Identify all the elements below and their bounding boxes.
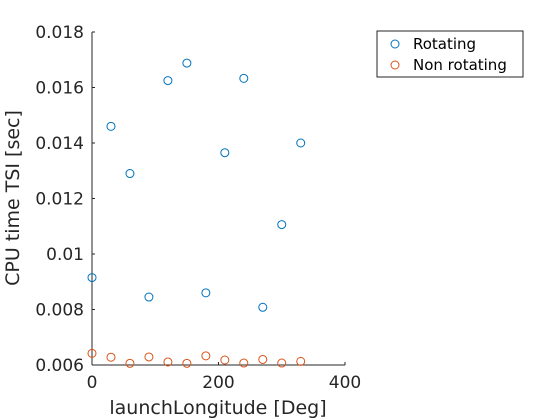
data-point	[182, 58, 192, 68]
y-axis-title: CPU time TSI [sec]	[2, 110, 24, 286]
data-point	[296, 138, 306, 148]
data-point	[220, 148, 230, 158]
y-tick-label: 0.016	[35, 79, 84, 99]
data-point	[258, 302, 268, 312]
data-point	[201, 288, 211, 298]
data-point	[144, 352, 154, 362]
data-point	[87, 273, 97, 283]
data-point	[87, 348, 97, 358]
data-point	[201, 351, 211, 361]
legend-marker-rotating	[390, 39, 400, 49]
data-point	[106, 121, 116, 131]
x-tick-label: 0	[87, 373, 98, 393]
legend-label-rotating: Rotating	[413, 35, 476, 53]
y-tick-label: 0.01	[46, 245, 84, 265]
data-points	[87, 58, 306, 368]
y-tick-label: 0.014	[35, 134, 84, 154]
data-point	[277, 358, 287, 368]
data-point	[182, 358, 192, 368]
y-ticks: 0.006 0.008 0.01 0.012 0.014 0.016 0.018	[35, 23, 95, 376]
x-tick-label: 200	[202, 373, 234, 393]
data-point	[144, 292, 154, 302]
data-point	[239, 73, 249, 83]
y-tick-label: 0.012	[35, 190, 84, 210]
y-tick-label: 0.008	[35, 301, 84, 321]
data-point	[239, 358, 249, 368]
series-rotating	[87, 58, 306, 312]
data-point	[163, 357, 173, 367]
legend-box	[376, 30, 524, 78]
legend-marker-non-rotating	[390, 60, 400, 70]
x-axis-title: launchLongitude [Deg]	[109, 397, 326, 419]
data-point	[125, 358, 135, 368]
data-point	[163, 76, 173, 86]
data-point	[277, 220, 287, 230]
legend: Rotating Non rotating	[376, 30, 524, 78]
x-tick-label: 400	[329, 373, 361, 393]
y-tick-label: 0.006	[35, 356, 84, 376]
series-non-rotating	[87, 348, 306, 368]
legend-label-non-rotating: Non rotating	[413, 56, 507, 74]
data-point	[220, 355, 230, 365]
data-point	[258, 354, 268, 364]
data-point	[106, 352, 116, 362]
y-tick-label: 0.018	[35, 23, 84, 43]
data-point	[125, 169, 135, 179]
x-ticks: 0 200 400	[87, 362, 361, 393]
data-point	[296, 356, 306, 366]
